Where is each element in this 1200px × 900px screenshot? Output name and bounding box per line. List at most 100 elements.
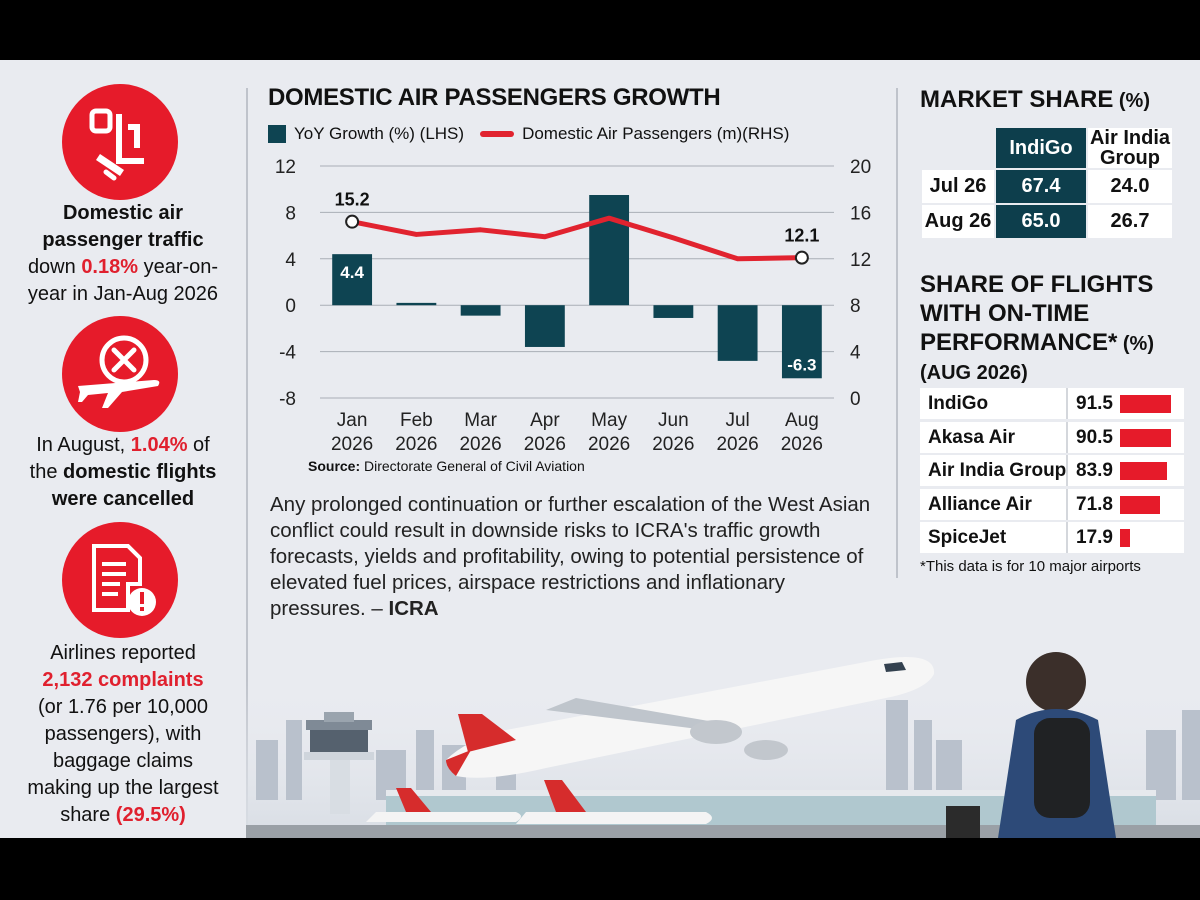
x-tick-label: 2026 <box>781 434 823 455</box>
air-india-share: 26.7 <box>1088 205 1172 238</box>
market-share-row: Aug 26 65.0 26.7 <box>922 205 1172 238</box>
cancel-stat-l3: were cancelled <box>51 488 195 510</box>
row-separator <box>1066 455 1068 486</box>
quote-text: Any prolonged continuation or further es… <box>270 493 871 620</box>
cancel-stat-l2a: the <box>29 461 63 483</box>
header-indigo: IndiGo <box>996 128 1086 168</box>
airline-seat-icon <box>89 108 144 181</box>
traveller-with-backpack <box>946 652 1116 838</box>
bar-value-label: 4.4 <box>340 263 364 282</box>
chart-legend: YoY Growth (%) (LHS) Domestic Air Passen… <box>268 124 789 144</box>
airline-name: Alliance Air <box>928 493 1032 515</box>
line-value-label: 12.1 <box>784 226 819 246</box>
x-tick-label: 2026 <box>652 434 694 455</box>
y-left-tick-label: 0 <box>285 296 296 317</box>
traffic-decline-value: 0.18% <box>81 256 139 278</box>
x-tick-label: Aug <box>785 410 819 431</box>
x-tick-label: May <box>591 410 627 431</box>
cancel-stat-l1c: of <box>187 434 210 456</box>
y-right-tick-label: 12 <box>850 250 871 271</box>
row-separator <box>1066 522 1068 553</box>
bar-value-label: -6.3 <box>787 355 816 374</box>
growth-bar <box>589 195 630 306</box>
parked-plane <box>366 788 521 822</box>
y-left-tick-label: 4 <box>285 250 296 271</box>
ontime-row: Akasa Air 90.5 <box>920 421 1184 453</box>
control-tower <box>304 712 374 814</box>
legend-bar-swatch <box>268 125 286 143</box>
complaint-stat-l7a: share <box>60 804 116 826</box>
ontime-value: 17.9 <box>1076 527 1113 548</box>
y-right-tick-label: 4 <box>850 343 861 364</box>
ontime-value: 71.8 <box>1076 493 1113 515</box>
market-share-unit: (%) <box>1113 90 1151 112</box>
traffic-stat: Domestic air passenger traffic down 0.18… <box>8 200 238 308</box>
ontime-unit: (%) <box>1117 333 1155 355</box>
legend-bar-label: YoY Growth (%) (LHS) <box>294 124 465 143</box>
market-share-table: IndiGo Air India Group Jul 26 67.4 24.0 A… <box>920 126 1174 240</box>
growth-bar <box>781 305 822 379</box>
ontime-row: Air India Group 83.9 <box>920 455 1184 486</box>
market-share-heading: MARKET SHARE <box>920 86 1114 113</box>
complaints-stat: Airlines reported 2,132 complaints (or 1… <box>8 640 238 829</box>
complaint-document-icon <box>92 544 156 616</box>
growth-bar <box>396 302 437 306</box>
source-label: Source: <box>308 458 361 474</box>
seat-icon-circle <box>62 84 178 200</box>
y-right-tick-label: 8 <box>850 296 861 317</box>
ontime-table: IndiGo 91.5 Akasa Air 90.5 Air India Group 83… <box>920 388 1184 556</box>
growth-bar <box>460 305 501 316</box>
legend-line-swatch <box>480 131 515 137</box>
icra-quote: Any prolonged continuation or further es… <box>270 492 880 622</box>
growth-bar <box>332 254 373 306</box>
terminal-roof <box>386 790 1156 796</box>
traffic-stat-l4: year in Jan-Aug 2026 <box>27 283 219 305</box>
y-right-tick-label: 16 <box>850 203 871 224</box>
traffic-stat-l2: passenger traffic <box>42 229 204 251</box>
cancelled-flight-icon <box>78 335 160 408</box>
header-air-india-l1: Air India <box>1089 127 1170 149</box>
chart-source: Source: Directorate General of Civil Avi… <box>308 458 585 474</box>
airline-name: SpiceJet <box>928 527 1007 548</box>
departing-plane <box>446 657 935 778</box>
header-air-india-l2: Group <box>1100 147 1160 169</box>
market-share-corner <box>922 128 994 168</box>
legend-line-label: Domestic Air Passengers (m)(RHS) <box>522 124 790 143</box>
y-right-tick-label: 0 <box>850 389 861 410</box>
airline-name: IndiGo <box>928 393 989 414</box>
ontime-title-l3: PERFORMANCE* <box>920 329 1118 356</box>
growth-chart: 12 8 4 0 -4 -8 20 16 12 8 4 0 4.4 -6.3 15.2 12.1 Jan 2026… <box>275 157 871 455</box>
row-separator <box>1066 421 1068 453</box>
complaint-icon-circle <box>62 522 178 638</box>
x-tick-label: Jun <box>658 410 689 431</box>
x-tick-label: Jan <box>337 410 368 431</box>
row-separator <box>1066 388 1068 419</box>
infographic: Domestic air passenger traffic down 0.18… <box>0 60 1200 838</box>
airline-name: Air India Group <box>928 460 1067 481</box>
line-value-label: 15.2 <box>335 190 370 210</box>
ontime-bar <box>1120 495 1161 514</box>
x-tick-label: Mar <box>464 410 497 431</box>
source-text: Directorate General of Civil Aviation <box>360 458 585 474</box>
line-point <box>794 250 809 265</box>
airport-scene-illustration <box>246 652 1200 838</box>
key-stats-column: Domestic air passenger traffic down 0.18… <box>0 60 246 838</box>
x-tick-label: 2026 <box>524 434 566 455</box>
x-tick-label: 2026 <box>716 434 758 455</box>
growth-bar <box>524 305 565 347</box>
passengers-line <box>349 215 805 262</box>
x-tick-label: Apr <box>530 410 560 431</box>
cancel-icon-circle <box>62 316 178 432</box>
y-left-tick-label: -4 <box>279 343 296 364</box>
y-right-tick-label: 20 <box>850 157 871 178</box>
cancel-stat-l1a: In August, <box>36 434 131 456</box>
traffic-stat-l1: Domestic air <box>62 202 184 224</box>
cancellation-stat: In August, 1.04% of the domestic flights… <box>8 432 238 513</box>
complaint-stat-l3: (or 1.76 per 10,000 <box>37 696 209 718</box>
ontime-row: SpiceJet 17.9 <box>920 522 1184 553</box>
ontime-bar <box>1120 428 1171 447</box>
x-tick-label: 2026 <box>459 434 501 455</box>
traffic-stat-l3c: year-on- <box>138 256 219 278</box>
left-divider <box>246 88 248 838</box>
x-tick-label: Feb <box>400 410 433 431</box>
